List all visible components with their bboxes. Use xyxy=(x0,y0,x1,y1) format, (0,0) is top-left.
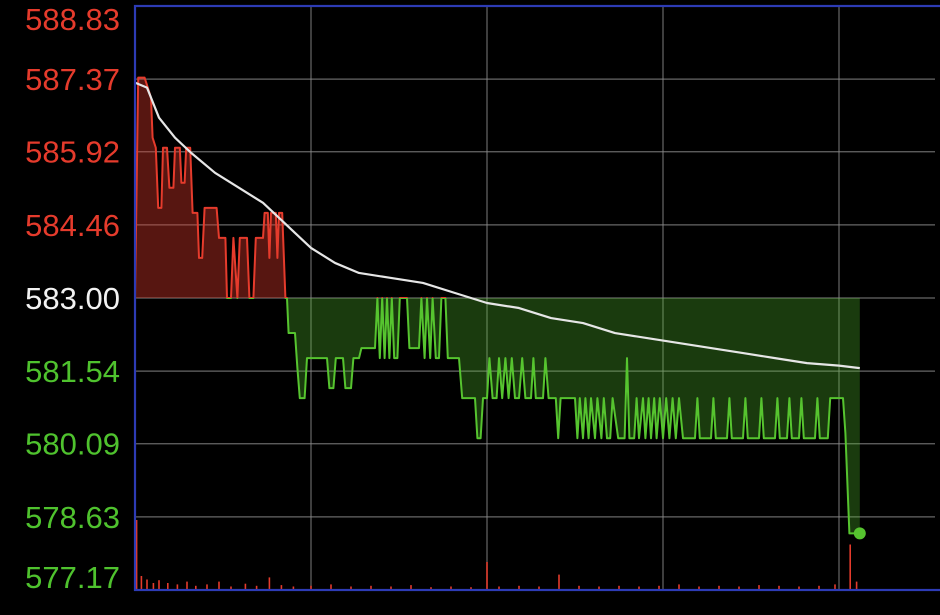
y-axis-tick-label: 584.46 xyxy=(25,208,120,243)
chart-series-lines xyxy=(134,76,866,540)
average-price-line xyxy=(134,81,860,370)
y-axis-tick-label: 580.09 xyxy=(25,427,120,462)
y-axis-tick-label: 581.54 xyxy=(25,354,120,389)
price-fill-below-reference xyxy=(135,298,860,534)
price-area-fill xyxy=(135,77,860,534)
y-axis-labels: 588.83 587.37 585.92 584.46 583.00 581.54 580.… xyxy=(25,2,120,595)
price-line-below xyxy=(135,298,860,535)
y-axis-tick-label: 583.00 xyxy=(25,281,120,316)
price-line-above xyxy=(135,76,447,298)
y-axis-tick-label: 578.63 xyxy=(25,500,120,535)
y-axis-tick-label: 577.17 xyxy=(25,560,120,595)
chart-frame xyxy=(133,4,940,592)
y-axis-tick-label: 588.83 xyxy=(25,2,120,37)
price-fill-above-reference xyxy=(135,77,860,298)
last-price-dot xyxy=(853,527,866,540)
y-axis-tick-label: 587.37 xyxy=(25,62,120,97)
y-axis-tick-label: 585.92 xyxy=(25,135,120,170)
plot-border xyxy=(133,4,940,592)
volume-bars xyxy=(135,520,858,590)
